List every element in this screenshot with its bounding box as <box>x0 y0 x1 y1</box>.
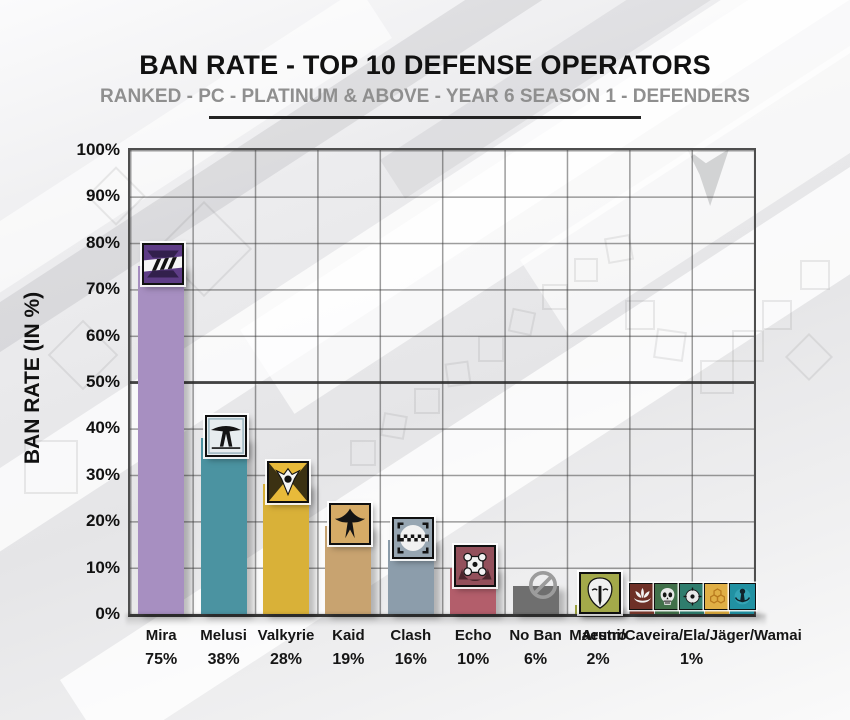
ghost-gadget-icon <box>24 440 78 494</box>
operator-name: Echo <box>454 627 492 644</box>
valkyrie-icon <box>267 461 309 504</box>
bar-caveira <box>654 609 679 614</box>
page-subtitle: RANKED - PC - PLATINUM & ABOVE - YEAR 6 … <box>100 86 750 107</box>
operator-name: Melusi <box>200 627 247 644</box>
operator-name: Maestro <box>569 627 627 644</box>
header-underline <box>209 116 641 119</box>
y-tick-40: 40% <box>85 418 120 438</box>
echo-icon <box>454 544 497 587</box>
ghost-gadget-icon <box>800 260 830 290</box>
operator-name: Kaid <box>332 627 365 644</box>
no-ban-icon <box>526 568 560 602</box>
operator-name: Aruni/Caveira/Ela/Jäger/Wamai <box>581 627 802 644</box>
bar-melusi <box>200 437 247 614</box>
y-tick-0: 0% <box>95 604 120 623</box>
chart-header: BAN RATE - TOP 10 DEFENSE OPERATORS RANK… <box>0 50 850 119</box>
y-tick-60: 60% <box>85 325 120 345</box>
x-label-valkyrie: Valkyrie 28% <box>258 627 315 669</box>
melusi-icon <box>204 414 247 457</box>
operator-name: Valkyrie <box>257 627 315 644</box>
x-label-aruni-caveira-ela-j-ger-wamai: Aruni/Caveira/Ela/Jäger/Wamai 1% <box>581 627 801 669</box>
operator-name: No Ban <box>509 627 562 644</box>
x-label-mira: Mira 75% <box>145 627 177 669</box>
ban-rate-value: 19% <box>332 651 365 668</box>
page-title: BAN RATE - TOP 10 DEFENSE OPERATORS <box>139 50 711 80</box>
operator-name: Clash <box>390 627 432 644</box>
ban-rate-value: 10% <box>457 651 490 668</box>
ban-rate-value: 38% <box>207 651 240 668</box>
x-label-kaid: Kaid 19% <box>332 627 365 669</box>
bar-j-ger <box>704 609 729 614</box>
clash-icon <box>391 516 434 559</box>
y-tick-80: 80% <box>85 232 120 252</box>
ghost-gadget-icon <box>762 300 792 330</box>
y-tick-50: 50% <box>85 372 120 391</box>
kaid-icon <box>329 502 372 545</box>
ban-rate-value: 6% <box>524 651 548 668</box>
bar-valkyrie <box>263 484 309 614</box>
plot-area: 0% 10% 20% 30% 40% 50% 60% 70% 80% 90% 100% Mira 75… <box>77 140 802 668</box>
ban-rate-value: 28% <box>269 651 303 668</box>
ban-rate-value: 1% <box>680 651 704 668</box>
aruni-icon <box>628 583 656 611</box>
y-tick-10: 10% <box>85 557 120 577</box>
bar-ela <box>679 609 704 614</box>
x-label-maestro: Maestro 2% <box>569 627 627 669</box>
jager-icon <box>703 583 731 611</box>
ban-rate-value: 2% <box>586 651 610 668</box>
baseline-shadow <box>126 614 766 626</box>
y-axis-title: BAN RATE (IN %) <box>21 291 44 465</box>
ban-rate-value: 75% <box>145 651 178 668</box>
operator-name: Mira <box>145 627 177 644</box>
y-tick-90: 90% <box>85 186 120 206</box>
x-label-no-ban: No Ban 6% <box>509 627 562 669</box>
y-tick-100: 100% <box>76 140 120 159</box>
x-label-echo: Echo 10% <box>455 627 492 669</box>
ela-icon <box>678 583 706 611</box>
caveira-icon <box>653 583 681 611</box>
bar-aruni <box>629 609 654 614</box>
bar-mira <box>138 266 185 614</box>
bar-wamai <box>729 609 754 614</box>
ban-rate-value: 16% <box>394 651 427 668</box>
fifty-percent-gridline <box>130 381 754 384</box>
x-label-melusi: Melusi 38% <box>200 627 247 669</box>
x-label-clash: Clash 16% <box>390 627 431 669</box>
maestro-icon <box>579 572 621 614</box>
y-tick-70: 70% <box>85 279 120 299</box>
ghost-gadget-icon <box>784 332 834 382</box>
y-tick-20: 20% <box>85 511 120 531</box>
y-tick-30: 30% <box>85 464 120 484</box>
wamai-icon <box>728 583 756 611</box>
bars-layer <box>130 150 756 614</box>
mira-icon <box>142 243 185 285</box>
